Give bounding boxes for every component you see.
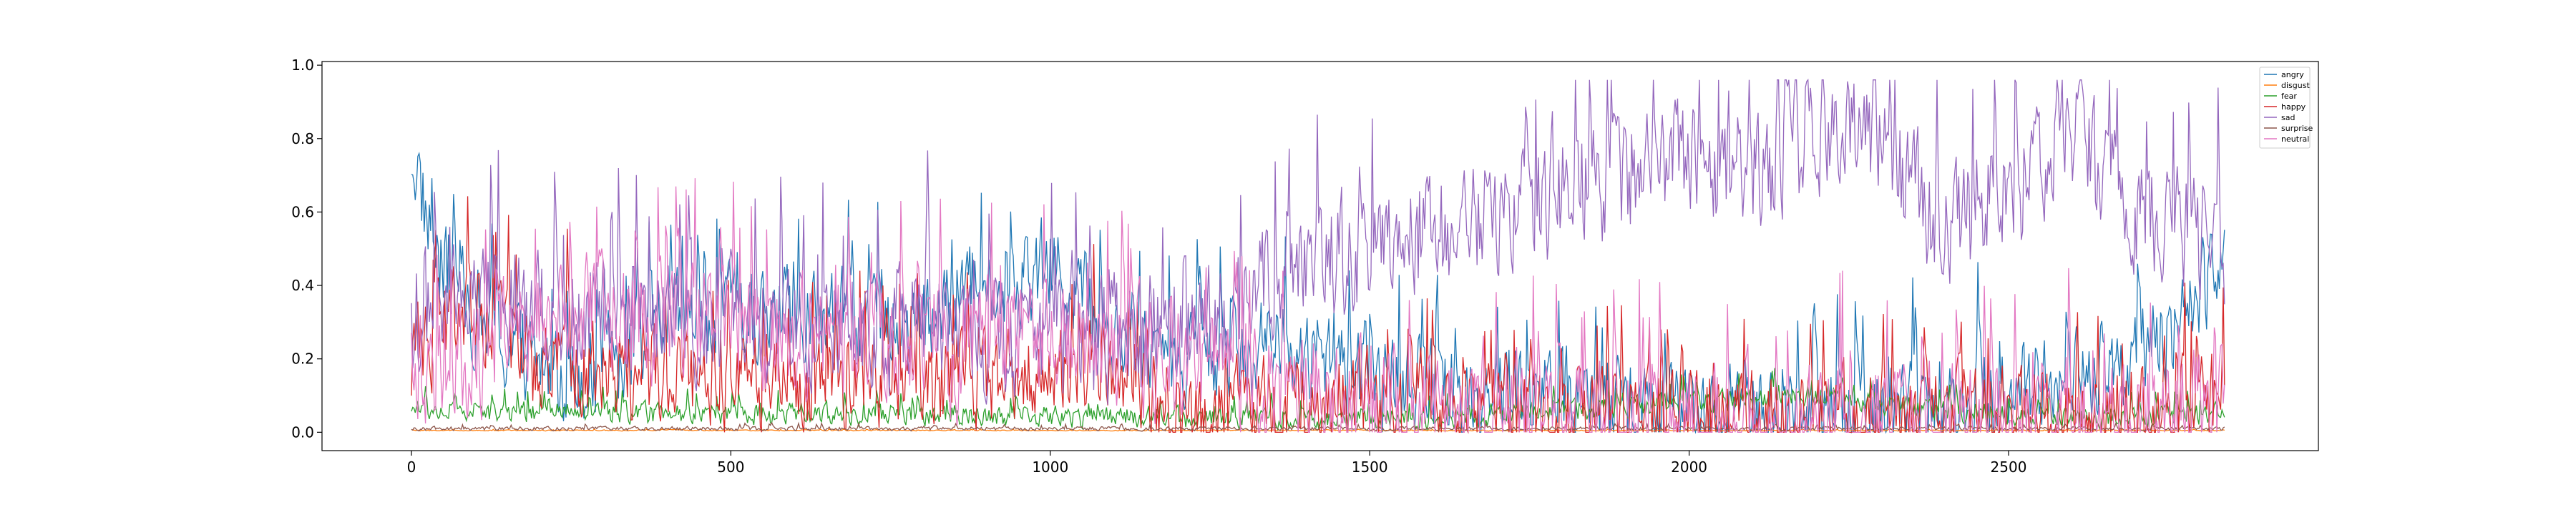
- x-axis-ticks: 0 500 1000 1500 2000 2500: [407, 451, 2027, 476]
- legend-label-disgust: disgust: [2281, 81, 2310, 90]
- x-tick-label: 500: [717, 458, 744, 476]
- y-tick-label: 0.6: [291, 203, 314, 220]
- legend-label-neutral: neutral: [2281, 134, 2309, 144]
- x-tick-label: 1000: [1032, 458, 1068, 476]
- series-line-happy: [411, 196, 2225, 434]
- legend-label-fear: fear: [2281, 92, 2297, 101]
- legend-label-angry: angry: [2281, 70, 2304, 79]
- plot-lines: [411, 79, 2225, 434]
- y-tick-label: 1.0: [291, 57, 314, 74]
- y-axis-ticks: 0.0 0.2 0.4 0.6 0.8 1.0: [291, 57, 322, 441]
- y-tick-label: 0.0: [291, 423, 314, 441]
- axes-frame: [321, 61, 2319, 451]
- y-tick-label: 0.8: [291, 130, 314, 147]
- x-tick-label: 0: [407, 458, 416, 476]
- legend-label-sad: sad: [2281, 113, 2295, 122]
- series-line-fear: [411, 368, 2225, 432]
- series-line-surprise: [411, 421, 2225, 432]
- y-tick-label: 0.2: [291, 350, 314, 368]
- series-line-sad: [411, 79, 2225, 405]
- legend-label-happy: happy: [2281, 102, 2306, 112]
- x-tick-label: 1500: [1352, 458, 1388, 476]
- legend-label-surprise: surprise: [2281, 124, 2313, 133]
- series-line-neutral: [411, 178, 2225, 434]
- y-tick-label: 0.4: [291, 277, 314, 294]
- x-tick-label: 2000: [1671, 458, 1707, 476]
- x-tick-label: 2500: [1991, 458, 2027, 476]
